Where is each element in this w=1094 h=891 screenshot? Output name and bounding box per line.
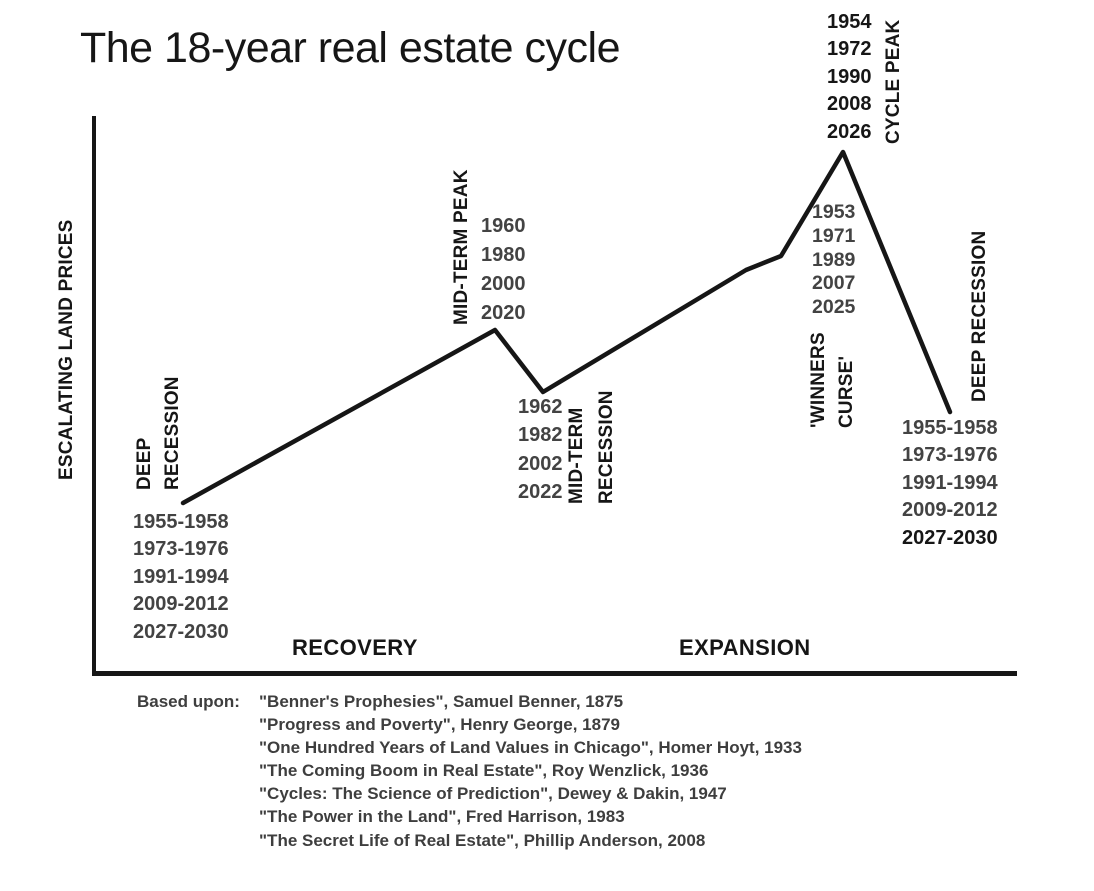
y-axis-line [92, 116, 96, 676]
year-range: 1973-1976 [902, 444, 998, 467]
year: 2022 [518, 480, 563, 503]
mid-term-recession-years: 1962 1982 2002 2022 [518, 393, 563, 506]
deep-recession-left-label-line2: RECESSION [162, 376, 183, 490]
year: 1953 [812, 201, 856, 223]
mid-term-peak-years: 1960 1980 2000 2020 [481, 212, 526, 328]
year: 1982 [518, 424, 563, 447]
year-range: 1991-1994 [902, 471, 998, 494]
year: 2002 [518, 452, 563, 475]
citation-text: "Benner's Prophesies", Samuel Benner, 18… [259, 692, 624, 711]
year-range: 1955-1958 [133, 511, 229, 533]
deep-recession-left-label-line1: DEEP [134, 437, 155, 490]
year-range: 1991-1994 [133, 565, 229, 588]
year: 2007 [812, 272, 856, 295]
year-range-bold: 2027-2030 [902, 526, 998, 549]
citation-line: "The Secret Life of Real Estate", Philli… [259, 830, 706, 850]
year: 1954 [827, 11, 872, 33]
y-axis-label: ESCALATING LAND PRICES [56, 219, 77, 480]
citation-line: "One Hundred Years of Land Values in Chi… [259, 738, 802, 758]
cycle-peak-years: 1954 1972 1990 2008 2026 [827, 9, 872, 146]
year: 1962 [518, 396, 563, 418]
winners-curse-label-line1: 'WINNERS [808, 332, 829, 428]
year: 1980 [481, 244, 526, 266]
citations-block: Based upon: "Benner's Prophesies", Samuel… [137, 690, 802, 852]
citation-line: "The Power in the Land", Fred Harrison, … [259, 807, 625, 827]
year-range: 1973-1976 [133, 538, 229, 561]
year: 2020 [481, 302, 526, 324]
year: 2026 [827, 120, 872, 143]
year: 1971 [812, 224, 856, 247]
mid-term-recession-label-line1: MID-TERM [566, 407, 587, 504]
phase-label-recovery: RECOVERY [292, 635, 418, 660]
year-range: 1955-1958 [902, 417, 998, 439]
cycle-curve [180, 149, 953, 506]
phase-label-expansion: EXPANSION [679, 635, 811, 660]
year: 1990 [827, 65, 872, 88]
year-range: 2009-2012 [133, 593, 229, 616]
page-title: The 18-year real estate cycle [80, 24, 621, 72]
year: 2025 [812, 296, 856, 319]
year: 2000 [481, 273, 526, 295]
citation-line: "The Coming Boom in Real Estate", Roy We… [259, 761, 709, 781]
winners-curse-label-line2: CURSE' [836, 355, 857, 428]
year-range: 2027-2030 [133, 620, 229, 643]
mid-term-recession-label-line2: RECESSION [596, 390, 617, 504]
citation-line: "Progress and Poverty", Henry George, 18… [259, 715, 620, 735]
x-axis-line [92, 671, 1017, 676]
citation-line: "Cycles: The Science of Prediction", Dew… [259, 784, 727, 804]
cycle-peak-label: CYCLE PEAK [883, 19, 904, 144]
year: 2008 [827, 93, 872, 116]
deep-recession-right-years: 1955-1958 1973-1976 1991-1994 2009-2012 … [902, 415, 998, 552]
year: 1989 [812, 248, 856, 271]
year: 1972 [827, 38, 872, 61]
citation-line: Based upon: "Benner's Prophesies", Samuel… [137, 690, 802, 713]
citations-prefix: Based upon: [137, 692, 240, 711]
deep-recession-left-years: 1955-1958 1973-1976 1991-1994 2009-2012 … [133, 509, 229, 646]
year-range: 2009-2012 [902, 499, 998, 522]
winners-curse-years: 1953 1971 1989 2007 2025 [812, 201, 855, 320]
year: 1960 [481, 215, 526, 237]
mid-term-peak-label: MID-TERM PEAK [451, 169, 472, 325]
deep-recession-right-label: DEEP RECESSION [969, 230, 990, 402]
